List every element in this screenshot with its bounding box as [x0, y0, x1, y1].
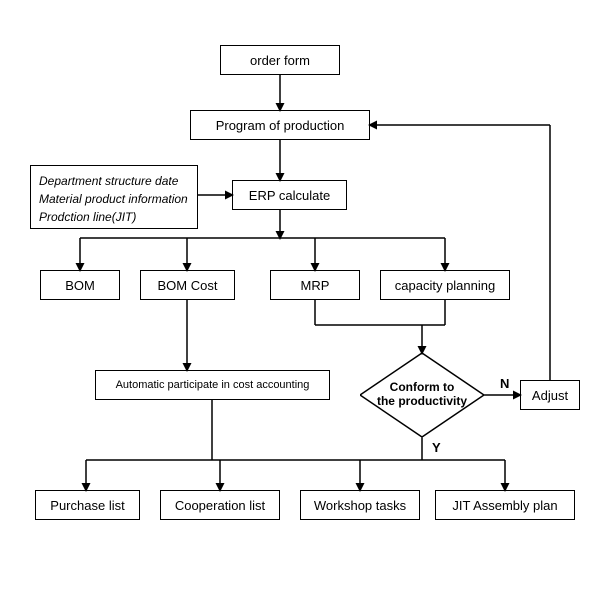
node-adjust: Adjust [520, 380, 580, 410]
node-erp: ERP calculate [232, 180, 347, 210]
node-program: Program of production [190, 110, 370, 140]
edge-label-yes: Y [432, 440, 441, 455]
decision-diamond [360, 353, 484, 437]
side-input-line-3: Prodction line(JIT) [39, 208, 189, 226]
node-cooperation: Cooperation list [160, 490, 280, 520]
side-input-line-1: Department structure date [39, 172, 189, 190]
node-side-input: Department structure date Material produ… [30, 165, 198, 229]
node-mrp: MRP [270, 270, 360, 300]
node-jit: JIT Assembly plan [435, 490, 575, 520]
node-bom: BOM [40, 270, 120, 300]
node-workshop: Workshop tasks [300, 490, 420, 520]
node-order-form: order form [220, 45, 340, 75]
node-purchase: Purchase list [35, 490, 140, 520]
node-capacity: capacity planning [380, 270, 510, 300]
side-input-line-2: Material product information [39, 190, 189, 208]
node-auto-cost: Automatic participate in cost accounting [95, 370, 330, 400]
edge-label-no: N [500, 376, 509, 391]
node-bom-cost: BOM Cost [140, 270, 235, 300]
